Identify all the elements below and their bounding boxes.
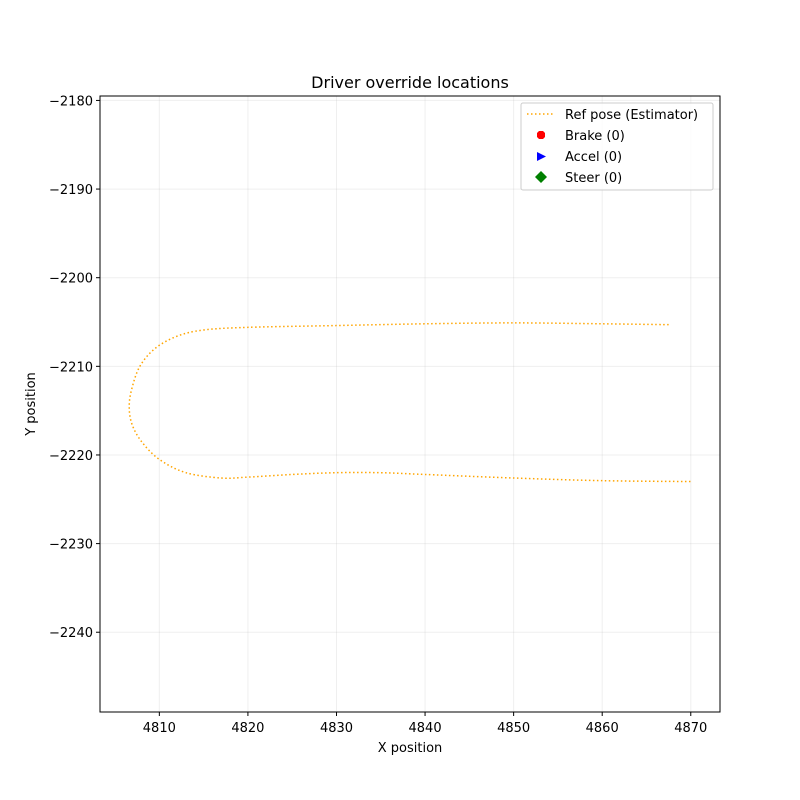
y-axis-label: Y position xyxy=(24,372,39,437)
x-tick-label: 4840 xyxy=(409,721,442,736)
x-tick-label: 4830 xyxy=(320,721,353,736)
legend-label-brake: Brake (0) xyxy=(565,129,625,144)
legend-label-accel: Accel (0) xyxy=(565,150,622,165)
chart-title: Driver override locations xyxy=(311,73,509,92)
y-tick-label: −2230 xyxy=(49,538,93,553)
plot-frame xyxy=(99,95,721,713)
legend: Ref pose (Estimator) Brake (0) Accel (0)… xyxy=(520,102,714,191)
y-tick-label: −2210 xyxy=(49,360,93,375)
series-ref-pose-line xyxy=(128,322,691,483)
y-tick-label: −2220 xyxy=(49,449,93,464)
legend-label-steer: Steer (0) xyxy=(565,171,622,186)
y-tick-label: −2180 xyxy=(49,94,93,109)
x-tick-label: 4860 xyxy=(586,721,619,736)
x-tick-label: 4820 xyxy=(231,721,264,736)
legend-marker-brake xyxy=(537,131,545,139)
legend-box xyxy=(520,102,714,191)
x-tick-label: 4810 xyxy=(143,721,176,736)
x-tick-label: 4870 xyxy=(674,721,707,736)
grid xyxy=(100,96,720,712)
legend-label-ref-pose: Ref pose (Estimator) xyxy=(565,108,698,123)
legend-marker-steer xyxy=(535,171,547,183)
series-layer xyxy=(128,322,691,483)
y-tick-label: −2200 xyxy=(49,272,93,287)
legend-marker-accel xyxy=(537,152,546,161)
x-axis-label: X position xyxy=(378,741,443,756)
x-tick-label: 4850 xyxy=(497,721,530,736)
x-ticks: 4810 4820 4830 4840 4850 4860 4870 xyxy=(143,712,707,736)
y-ticks: −2180 −2190 −2200 −2210 −2220 −2230 −2240 xyxy=(49,94,100,641)
y-tick-label: −2240 xyxy=(49,626,93,641)
y-tick-label: −2190 xyxy=(49,183,93,198)
